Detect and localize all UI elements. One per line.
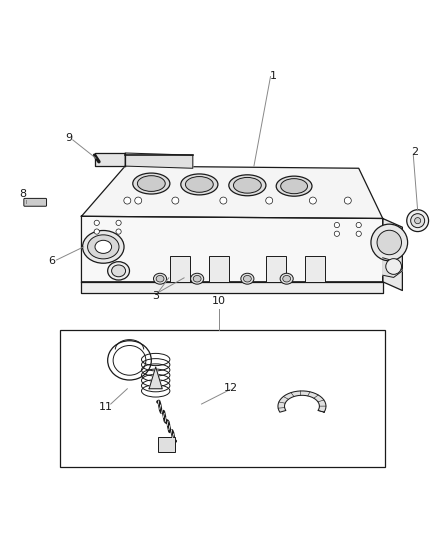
- Ellipse shape: [193, 276, 201, 282]
- Polygon shape: [383, 219, 403, 290]
- Circle shape: [94, 248, 99, 254]
- Circle shape: [344, 197, 351, 204]
- Bar: [158, 437, 175, 452]
- Text: 8: 8: [19, 189, 26, 199]
- Polygon shape: [125, 153, 193, 168]
- Bar: [60, 330, 385, 467]
- Circle shape: [94, 229, 99, 234]
- Circle shape: [116, 220, 121, 225]
- FancyBboxPatch shape: [24, 198, 46, 206]
- Circle shape: [94, 220, 99, 225]
- Circle shape: [266, 197, 273, 204]
- Circle shape: [309, 197, 316, 204]
- Text: 10: 10: [212, 296, 226, 306]
- Ellipse shape: [112, 265, 126, 277]
- Circle shape: [334, 222, 339, 228]
- Ellipse shape: [229, 175, 266, 196]
- Circle shape: [116, 229, 121, 234]
- Text: 9: 9: [65, 133, 72, 143]
- Bar: [170, 256, 190, 282]
- Polygon shape: [81, 216, 383, 282]
- Circle shape: [371, 224, 408, 261]
- Circle shape: [94, 240, 99, 245]
- Ellipse shape: [241, 273, 254, 284]
- Circle shape: [135, 197, 142, 204]
- Circle shape: [220, 197, 227, 204]
- Text: 12: 12: [224, 383, 238, 393]
- Circle shape: [124, 197, 131, 204]
- Ellipse shape: [156, 276, 164, 282]
- Circle shape: [356, 231, 361, 236]
- Ellipse shape: [185, 176, 213, 192]
- Circle shape: [415, 217, 421, 224]
- Circle shape: [172, 197, 179, 204]
- Circle shape: [407, 210, 428, 231]
- Circle shape: [411, 214, 425, 228]
- Ellipse shape: [181, 174, 218, 195]
- Circle shape: [356, 222, 361, 228]
- Text: 2: 2: [411, 147, 418, 157]
- Polygon shape: [278, 391, 326, 412]
- Circle shape: [386, 259, 402, 274]
- Ellipse shape: [153, 273, 166, 284]
- Text: 1: 1: [270, 71, 277, 80]
- Ellipse shape: [82, 230, 124, 263]
- Ellipse shape: [281, 179, 307, 193]
- Polygon shape: [81, 282, 383, 293]
- Polygon shape: [149, 367, 162, 389]
- Ellipse shape: [138, 176, 165, 191]
- Ellipse shape: [244, 276, 251, 282]
- Polygon shape: [383, 258, 403, 277]
- Ellipse shape: [233, 177, 261, 193]
- Circle shape: [377, 230, 402, 255]
- Ellipse shape: [280, 273, 293, 284]
- Polygon shape: [95, 153, 125, 166]
- Text: 6: 6: [49, 256, 56, 266]
- Ellipse shape: [95, 240, 112, 253]
- Ellipse shape: [133, 173, 170, 194]
- Ellipse shape: [88, 235, 119, 259]
- Ellipse shape: [108, 262, 130, 280]
- Ellipse shape: [283, 276, 290, 282]
- Bar: [209, 256, 229, 282]
- Circle shape: [334, 231, 339, 236]
- Polygon shape: [81, 166, 383, 219]
- Ellipse shape: [191, 273, 204, 284]
- Ellipse shape: [276, 176, 312, 196]
- Bar: [266, 256, 286, 282]
- Text: 11: 11: [99, 402, 113, 412]
- Bar: [305, 256, 325, 282]
- Text: 3: 3: [152, 291, 159, 301]
